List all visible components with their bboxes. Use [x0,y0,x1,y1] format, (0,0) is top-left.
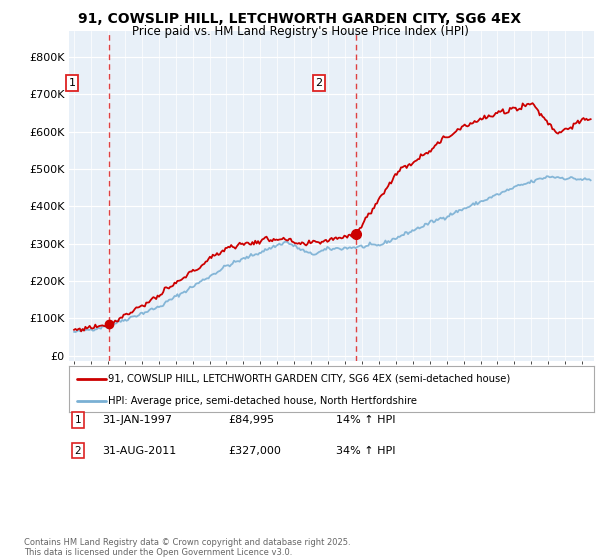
Text: 2: 2 [74,446,82,456]
Text: Contains HM Land Registry data © Crown copyright and database right 2025.
This d: Contains HM Land Registry data © Crown c… [24,538,350,557]
Text: 1: 1 [74,415,82,425]
Text: 31-AUG-2011: 31-AUG-2011 [102,446,176,456]
Text: Price paid vs. HM Land Registry's House Price Index (HPI): Price paid vs. HM Land Registry's House … [131,25,469,38]
Text: 91, COWSLIP HILL, LETCHWORTH GARDEN CITY, SG6 4EX: 91, COWSLIP HILL, LETCHWORTH GARDEN CITY… [79,12,521,26]
Text: 91, COWSLIP HILL, LETCHWORTH GARDEN CITY, SG6 4EX (semi-detached house): 91, COWSLIP HILL, LETCHWORTH GARDEN CITY… [109,374,511,384]
Text: 1: 1 [68,78,76,88]
Text: £327,000: £327,000 [228,446,281,456]
Text: 14% ↑ HPI: 14% ↑ HPI [336,415,395,425]
Text: 34% ↑ HPI: 34% ↑ HPI [336,446,395,456]
Text: 31-JAN-1997: 31-JAN-1997 [102,415,172,425]
Text: £84,995: £84,995 [228,415,274,425]
Text: HPI: Average price, semi-detached house, North Hertfordshire: HPI: Average price, semi-detached house,… [109,396,418,407]
Text: 2: 2 [316,78,323,88]
